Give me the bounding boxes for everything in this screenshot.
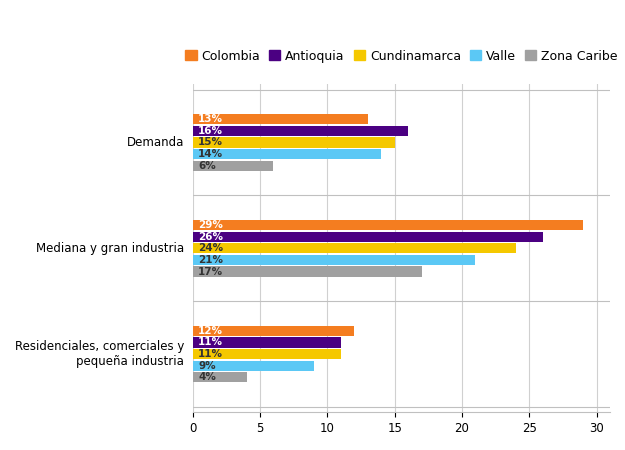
Bar	[192, 326, 354, 336]
Bar	[192, 220, 583, 230]
Text: 9%: 9%	[198, 361, 216, 371]
Bar	[192, 243, 516, 253]
Bar	[192, 255, 476, 265]
Text: 21%: 21%	[198, 255, 223, 265]
Text: 13%: 13%	[198, 114, 223, 124]
Bar	[192, 114, 368, 124]
Bar	[192, 372, 246, 382]
Text: 17%: 17%	[198, 266, 223, 277]
Bar	[192, 266, 421, 277]
Bar	[192, 149, 381, 159]
Text: 15%: 15%	[198, 137, 223, 148]
Bar	[192, 231, 542, 242]
Text: 4%: 4%	[198, 372, 216, 382]
Legend: Colombia, Antioquia, Cundinamarca, Valle, Zona Caribe: Colombia, Antioquia, Cundinamarca, Valle…	[180, 45, 622, 68]
Bar	[192, 349, 341, 359]
Text: 6%: 6%	[198, 161, 216, 171]
Text: 11%: 11%	[198, 349, 223, 359]
Text: 29%: 29%	[198, 220, 223, 230]
Text: 26%: 26%	[198, 232, 223, 242]
Bar	[192, 137, 394, 148]
Bar	[192, 161, 274, 171]
Bar	[192, 126, 408, 136]
Bar	[192, 360, 314, 371]
Bar	[192, 338, 341, 347]
Text: 12%: 12%	[198, 326, 223, 336]
Text: 24%: 24%	[198, 243, 223, 253]
Text: 11%: 11%	[198, 338, 223, 347]
Text: 16%: 16%	[198, 126, 223, 136]
Text: 14%: 14%	[198, 149, 223, 159]
